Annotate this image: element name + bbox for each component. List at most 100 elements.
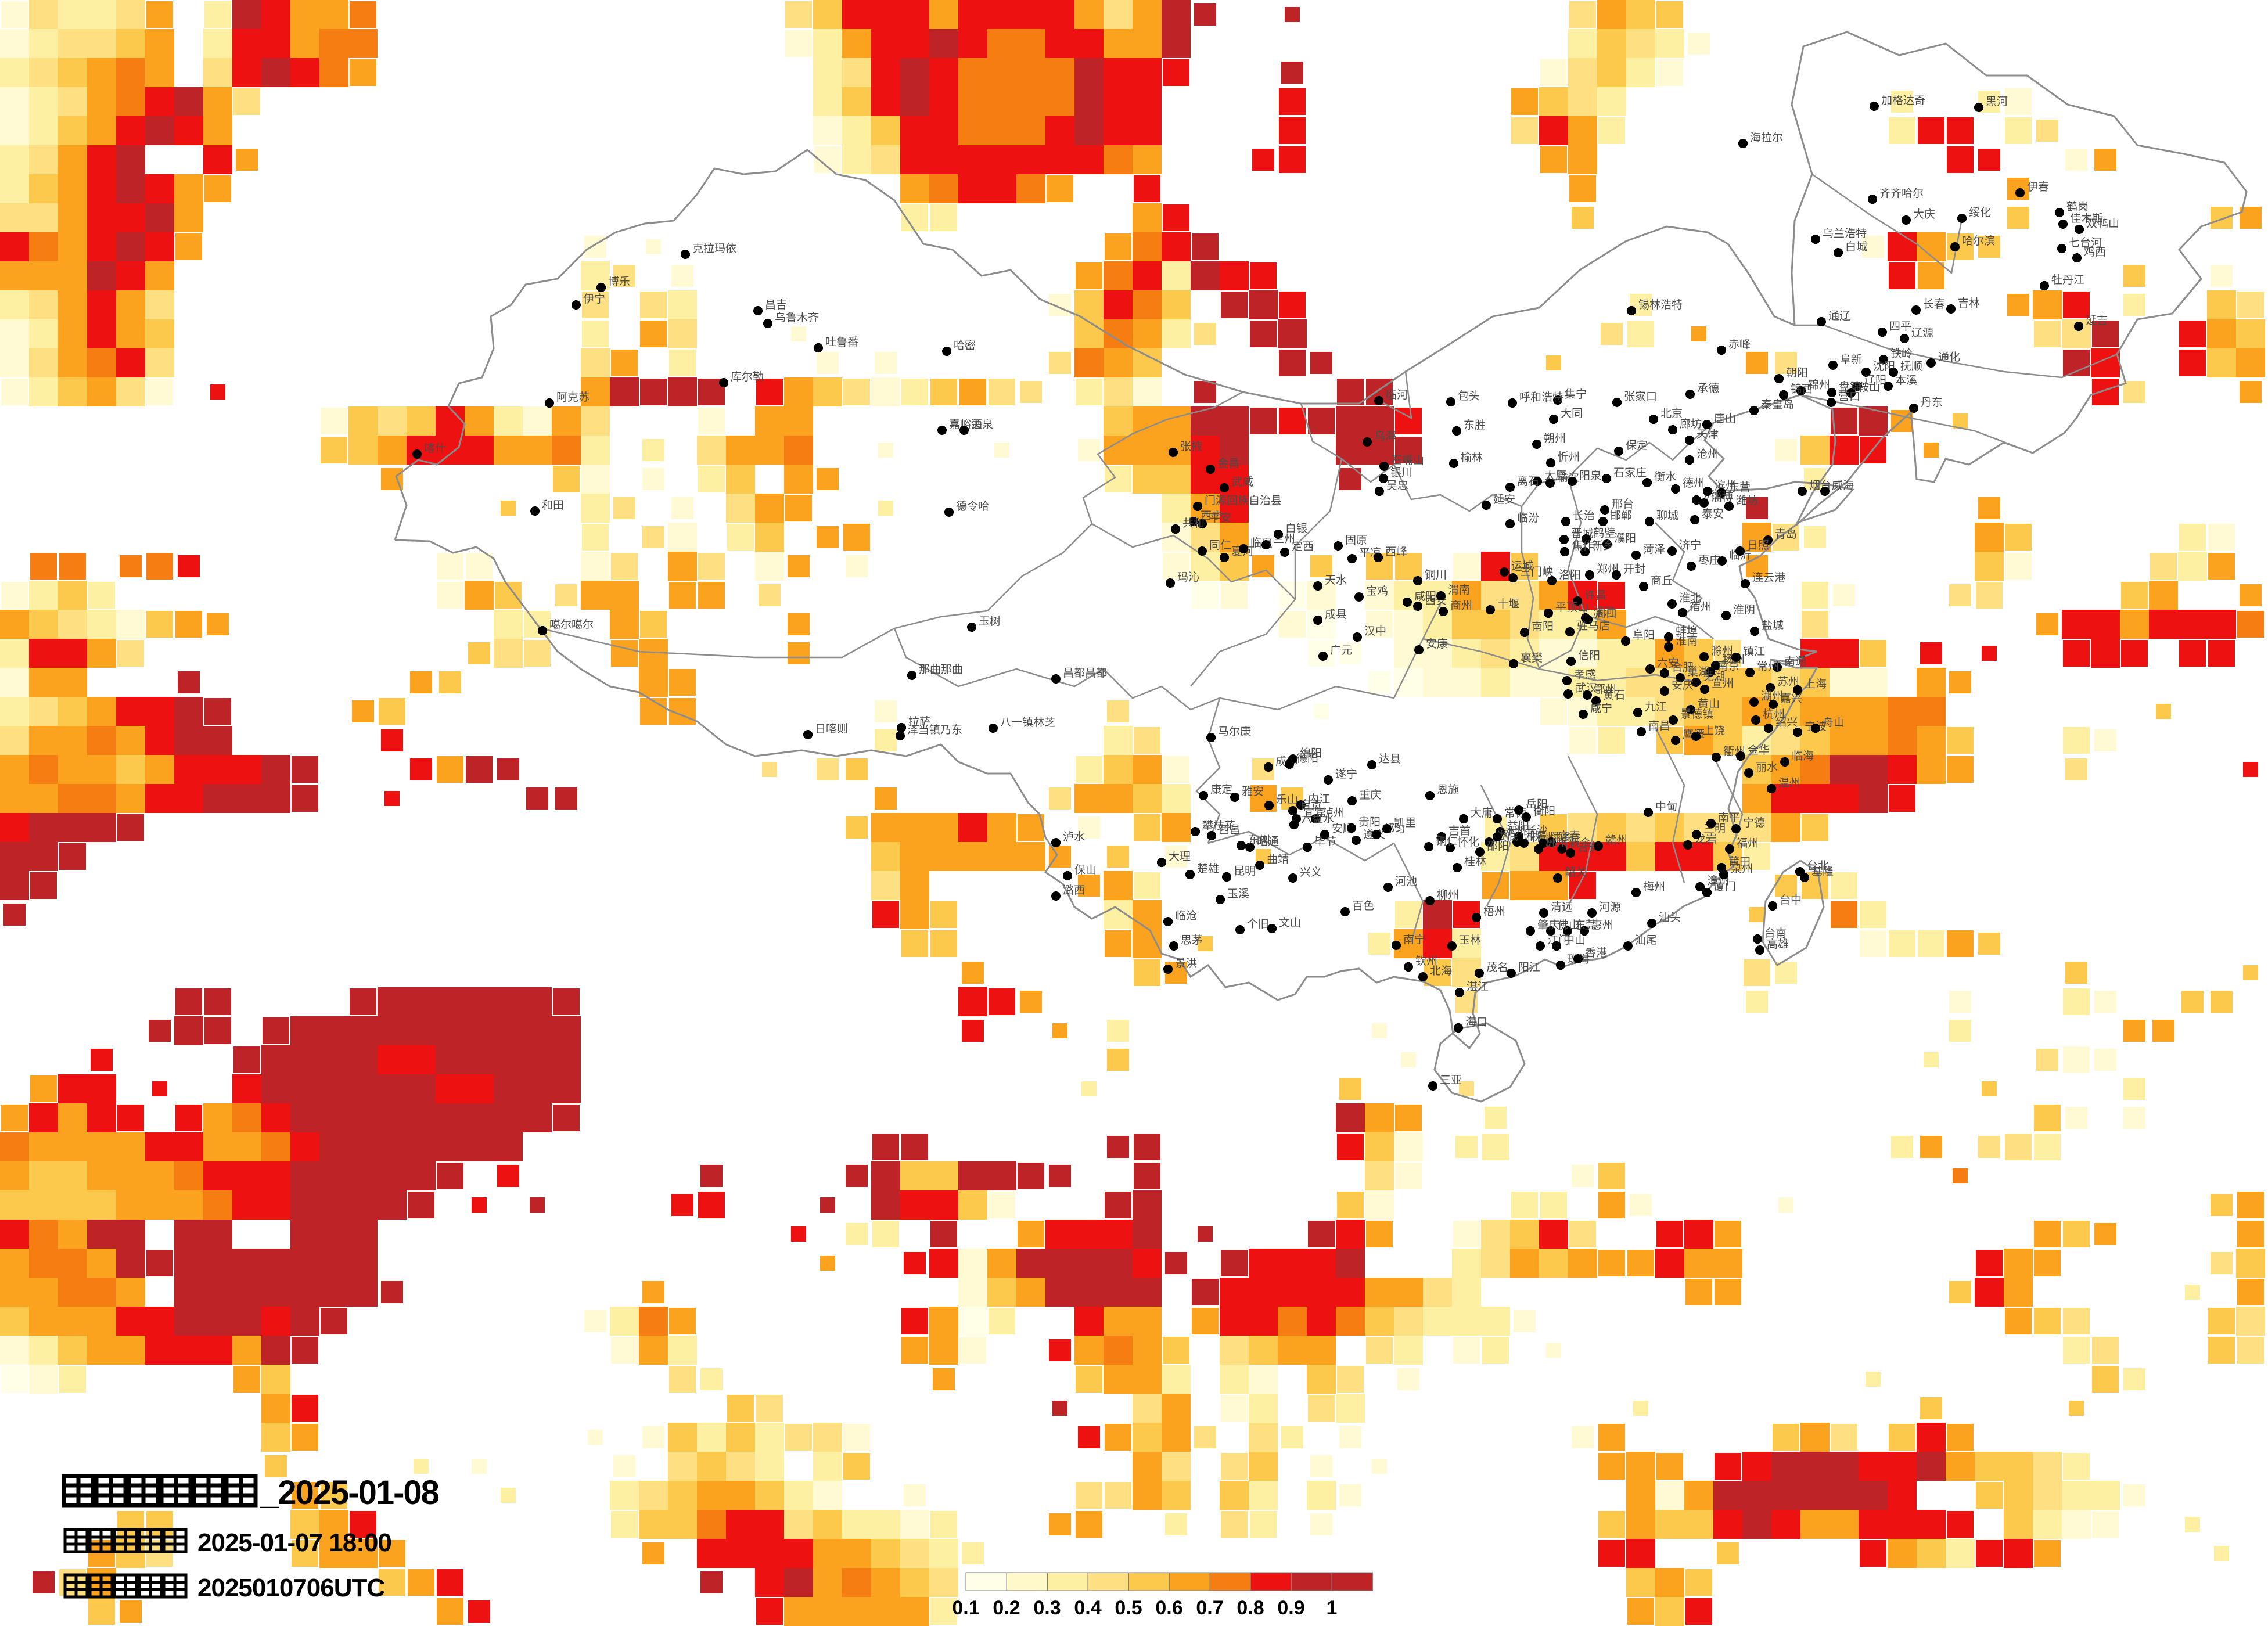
svg-text:孝感: 孝感: [1574, 668, 1596, 681]
svg-text:武汉: 武汉: [1575, 682, 1597, 695]
svg-text:玉树: 玉树: [979, 615, 1001, 628]
svg-text:海口: 海口: [1465, 1016, 1487, 1028]
svg-text:南阳: 南阳: [1532, 620, 1554, 633]
svg-text:中山: 中山: [1563, 934, 1586, 947]
svg-text:绍兴: 绍兴: [1775, 716, 1798, 729]
svg-text:淄博: 淄博: [1711, 491, 1733, 503]
svg-text:河源: 河源: [1599, 901, 1621, 913]
svg-text:高雄: 高雄: [1767, 938, 1789, 951]
svg-text:湛江: 湛江: [1467, 980, 1489, 993]
svg-text:阿克苏: 阿克苏: [556, 391, 590, 404]
svg-text:四平: 四平: [1889, 321, 1911, 333]
svg-text:西昌: 西昌: [1219, 824, 1241, 836]
svg-text:六盘水: 六盘水: [1301, 812, 1334, 825]
svg-text:丹东: 丹东: [1921, 396, 1943, 409]
svg-text:十堰: 十堰: [1497, 598, 1519, 610]
svg-text:乐山: 乐山: [1276, 793, 1298, 806]
svg-text:吉安: 吉安: [1577, 841, 1600, 854]
svg-text:哈尔滨: 哈尔滨: [1962, 235, 1995, 247]
svg-text:南平: 南平: [1718, 811, 1740, 824]
svg-text:德令哈: 德令哈: [956, 500, 989, 513]
svg-text:盐城: 盐城: [1762, 619, 1784, 632]
svg-text:宜春: 宜春: [1558, 830, 1580, 843]
svg-text:呼和浩特: 呼和浩特: [1519, 391, 1563, 404]
svg-text:阳泉: 阳泉: [1579, 469, 1601, 482]
svg-text:淮南: 淮南: [1676, 635, 1698, 647]
svg-text:邢台: 邢台: [1612, 498, 1634, 510]
svg-text:汕尾: 汕尾: [1635, 934, 1657, 947]
svg-text:长治: 长治: [1573, 509, 1595, 522]
svg-text:自贡: 自贡: [1300, 798, 1322, 811]
svg-text:廊坊: 廊坊: [1680, 418, 1702, 430]
svg-text:广元: 广元: [1330, 644, 1352, 657]
svg-text:百色: 百色: [1352, 900, 1374, 912]
svg-text:平安: 平安: [1209, 512, 1231, 524]
svg-text:武威: 武威: [1231, 476, 1253, 488]
svg-text:克拉玛依: 克拉玛依: [692, 242, 736, 255]
svg-text:商州: 商州: [1450, 599, 1472, 612]
svg-text:玉溪: 玉溪: [1227, 887, 1249, 900]
svg-text:本溪: 本溪: [1895, 374, 1917, 387]
svg-text:铁岭: 铁岭: [1890, 347, 1913, 360]
svg-text:延吉: 延吉: [2086, 314, 2108, 327]
svg-text:台北: 台北: [1807, 859, 1829, 872]
svg-text:大庆: 大庆: [1913, 208, 1935, 221]
svg-text:衡水: 衡水: [1654, 470, 1676, 483]
svg-text:上饶: 上饶: [1703, 724, 1725, 737]
svg-text:楚雄: 楚雄: [1197, 862, 1219, 875]
svg-text:长沙: 长沙: [1526, 824, 1548, 837]
svg-text:玉林: 玉林: [1459, 934, 1481, 947]
svg-text:汕头: 汕头: [1659, 911, 1681, 924]
svg-text:伊宁: 伊宁: [583, 293, 605, 305]
svg-text:阳江: 阳江: [1518, 961, 1540, 974]
svg-text:威海: 威海: [1832, 479, 1854, 492]
svg-text:攀枝花: 攀枝花: [1202, 819, 1235, 832]
svg-text:南宁: 南宁: [1403, 933, 1425, 946]
svg-text:乌海: 乌海: [1374, 430, 1396, 443]
svg-text:漯河: 漯河: [1593, 606, 1615, 618]
svg-text:绵阳: 绵阳: [1300, 747, 1322, 760]
svg-text:库尔勒: 库尔勒: [731, 370, 764, 383]
svg-text:菏泽: 菏泽: [1643, 543, 1665, 556]
svg-text:芜湖: 芜湖: [1703, 670, 1725, 683]
svg-text:淮北: 淮北: [1679, 592, 1701, 605]
svg-text:信阳: 信阳: [1578, 649, 1600, 662]
svg-text:昌都昌都: 昌都昌都: [1063, 667, 1107, 679]
svg-text:昌吉: 昌吉: [765, 298, 787, 311]
svg-text:泸州: 泸州: [1322, 807, 1345, 819]
svg-text:通化: 通化: [1938, 351, 1960, 364]
svg-text:毕节: 毕节: [1314, 835, 1336, 848]
svg-text:河池: 河池: [1395, 875, 1417, 888]
svg-text:咸阳: 咸阳: [1414, 590, 1436, 603]
svg-text:金华: 金华: [1748, 744, 1770, 757]
svg-text:贵阳: 贵阳: [1358, 816, 1381, 829]
svg-text:合肥: 合肥: [1672, 661, 1694, 674]
svg-text:_2025-01-08: _2025-01-08: [260, 1474, 439, 1512]
svg-text:张家口: 张家口: [1624, 390, 1657, 403]
svg-text:锦州: 锦州: [1808, 379, 1830, 391]
svg-text:南昌: 南昌: [1648, 720, 1670, 732]
svg-text:西宁: 西宁: [1201, 509, 1223, 522]
svg-text:聊城: 聊城: [1656, 509, 1678, 522]
svg-text:泸水: 泸水: [1063, 830, 1085, 843]
svg-text:滁州: 滁州: [1711, 645, 1733, 657]
svg-text:鄂州: 鄂州: [1594, 683, 1616, 696]
svg-text:渭南: 渭南: [1448, 584, 1470, 596]
svg-text:惠州: 惠州: [1591, 919, 1613, 931]
svg-text:佛山: 佛山: [1558, 919, 1580, 931]
svg-text:九江: 九江: [1645, 700, 1667, 713]
svg-text:中甸: 中甸: [1655, 800, 1677, 813]
svg-text:临河: 临河: [1386, 388, 1408, 401]
svg-text:邯郸: 邯郸: [1610, 509, 1632, 522]
svg-text:榆林: 榆林: [1461, 451, 1483, 464]
svg-text:吉首: 吉首: [1448, 825, 1471, 837]
svg-text:福州: 福州: [1737, 837, 1759, 850]
svg-text:咸宁: 咸宁: [1590, 702, 1612, 715]
svg-text:许昌: 许昌: [1584, 589, 1606, 602]
svg-text:八一镇林芝: 八一镇林芝: [1000, 716, 1055, 729]
svg-text:乌鲁木齐: 乌鲁木齐: [775, 311, 819, 324]
svg-text:博乐: 博乐: [608, 275, 630, 288]
svg-text:台南: 台南: [1764, 927, 1787, 940]
svg-text:临沧: 临沧: [1175, 909, 1197, 922]
svg-text:金昌: 金昌: [1217, 457, 1239, 470]
